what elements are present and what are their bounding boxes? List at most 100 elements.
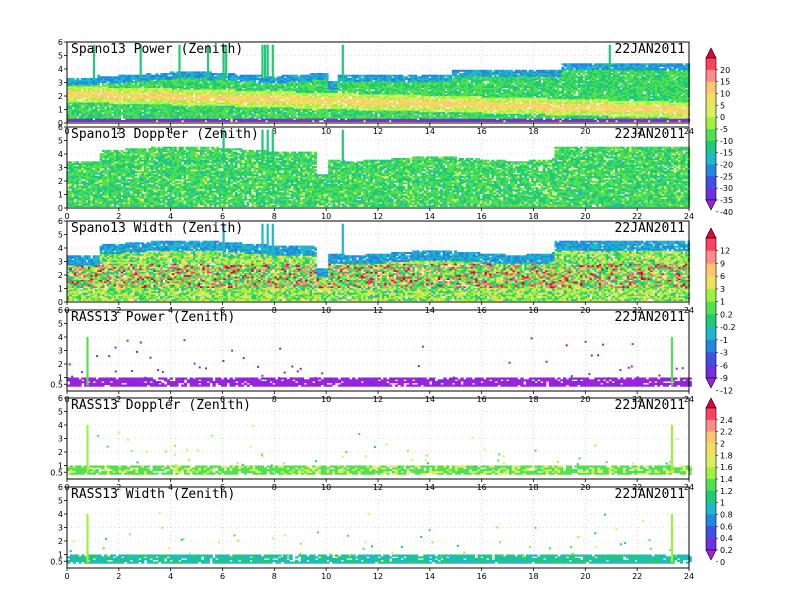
data-cell <box>90 108 93 111</box>
data-cell <box>90 90 93 93</box>
data-cell <box>465 90 469 93</box>
data-cell <box>372 77 376 80</box>
data-cell <box>451 69 455 72</box>
data-cell <box>67 95 70 98</box>
data-cell <box>272 105 275 108</box>
data-cell <box>244 87 247 90</box>
data-cell <box>370 92 373 95</box>
data-cell <box>274 103 278 106</box>
data-cell <box>272 90 275 93</box>
data-cell <box>183 90 187 93</box>
data-cell <box>246 108 250 111</box>
data-cell <box>304 97 308 100</box>
data-cell <box>384 90 387 93</box>
data-cell <box>423 105 427 108</box>
data-cell <box>365 95 369 98</box>
data-cell <box>162 105 166 108</box>
data-cell <box>426 120 429 122</box>
data-cell <box>104 115 107 118</box>
data-cell <box>78 110 82 113</box>
data-cell <box>281 105 285 108</box>
data-cell <box>400 79 404 82</box>
data-cell <box>179 77 182 80</box>
data-cell <box>358 74 362 77</box>
data-cell <box>349 102 352 105</box>
data-cell <box>109 94 112 97</box>
data-cell <box>426 102 429 105</box>
data-cell <box>179 118 182 121</box>
data-cell <box>162 103 166 106</box>
data-cell <box>218 99 222 101</box>
data-cell <box>186 97 189 100</box>
data-cell <box>360 95 364 98</box>
data-cell <box>83 84 86 87</box>
data-cell <box>267 110 271 113</box>
data-cell <box>405 95 408 98</box>
data-cell <box>419 108 422 111</box>
data-cell <box>132 100 135 103</box>
data-cell <box>267 79 271 82</box>
data-cell <box>95 94 98 97</box>
data-cell <box>419 107 422 110</box>
data-cell <box>232 111 236 114</box>
data-cell <box>69 111 72 114</box>
data-cell <box>283 87 287 90</box>
data-cell <box>69 77 72 80</box>
data-cell <box>302 86 306 88</box>
data-cell <box>216 77 219 80</box>
data-cell <box>95 95 98 98</box>
data-cell <box>78 102 82 105</box>
data-cell <box>146 115 149 118</box>
data-cell <box>262 97 266 100</box>
data-cell <box>307 108 310 111</box>
data-cell <box>475 82 478 85</box>
data-cell <box>407 108 411 111</box>
data-cell <box>267 81 271 84</box>
data-cell <box>244 95 247 98</box>
data-cell <box>78 79 82 82</box>
data-cell <box>398 84 401 87</box>
data-cell <box>81 102 84 105</box>
data-cell <box>293 77 296 80</box>
data-cell <box>125 77 128 80</box>
data-cell <box>342 92 345 95</box>
data-cell <box>388 79 392 82</box>
data-cell <box>349 79 352 82</box>
data-cell <box>318 115 322 118</box>
data-cell <box>92 79 96 82</box>
data-cell <box>353 116 357 119</box>
data-cell <box>281 107 285 110</box>
data-cell <box>360 94 364 97</box>
data-cell <box>204 97 208 100</box>
data-cell <box>237 102 240 105</box>
data-cell <box>365 116 369 119</box>
data-cell <box>395 120 399 122</box>
data-cell <box>293 115 296 118</box>
data-cell <box>209 79 212 82</box>
data-cell <box>127 108 131 111</box>
data-cell <box>67 84 70 87</box>
data-cell <box>365 107 369 110</box>
data-cell <box>374 81 378 84</box>
data-cell <box>167 84 170 87</box>
data-cell <box>186 116 189 119</box>
data-cell <box>141 111 145 114</box>
data-cell <box>386 94 390 97</box>
data-cell <box>218 108 222 111</box>
data-cell <box>302 116 306 119</box>
data-cell <box>479 69 483 72</box>
data-cell <box>202 113 205 116</box>
data-cell <box>213 108 217 111</box>
data-cell <box>265 115 268 118</box>
data-cell <box>367 77 371 80</box>
data-cell <box>211 74 215 77</box>
data-cell <box>241 76 245 79</box>
data-cell <box>104 90 107 93</box>
data-cell <box>213 95 217 98</box>
data-cell <box>302 87 306 90</box>
data-cell <box>230 97 233 100</box>
data-cell <box>412 105 415 108</box>
data-cell <box>276 81 280 84</box>
data-cell <box>402 94 406 97</box>
data-cell <box>255 111 259 114</box>
